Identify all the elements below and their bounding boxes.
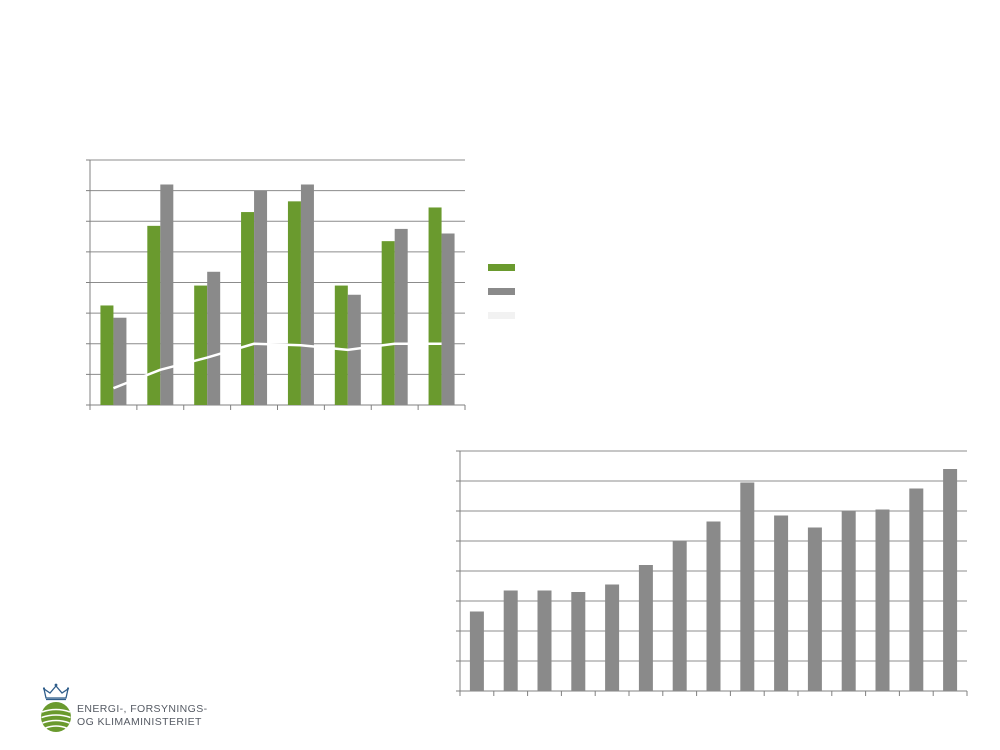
crown-globe-icon	[41, 683, 71, 732]
bar-2-7	[394, 228, 408, 405]
bar-1-7	[381, 241, 395, 405]
legend-swatch-1	[488, 264, 515, 271]
bar-2-3	[207, 271, 221, 405]
ministry-logo: ENERGI-, FORSYNINGS- OG KLIMAMINISTERIET	[36, 682, 236, 734]
bar-2-8	[441, 233, 455, 405]
line-series-1	[112, 342, 442, 390]
bar-2-4	[254, 190, 268, 405]
bar-1-4	[241, 212, 255, 405]
bar-2-5	[300, 184, 314, 405]
bar-1-6	[334, 285, 348, 405]
bar-2-2	[160, 184, 174, 405]
ministry-name-line-2: OG KLIMAMINISTERIET	[77, 716, 202, 728]
bar-1-2	[147, 225, 161, 405]
legend-swatch-3	[488, 312, 515, 319]
bar-1-8	[428, 207, 442, 405]
bar-1-3	[194, 285, 208, 405]
legend-swatch-2	[488, 288, 515, 295]
bar-1-1	[100, 305, 114, 405]
bar-1-5	[287, 201, 301, 405]
ministry-name-line-1: ENERGI-, FORSYNINGS-	[77, 703, 208, 715]
ministry-name: ENERGI-, FORSYNINGS- OG KLIMAMINISTERIET	[77, 703, 208, 729]
bar-2-1	[113, 317, 127, 405]
